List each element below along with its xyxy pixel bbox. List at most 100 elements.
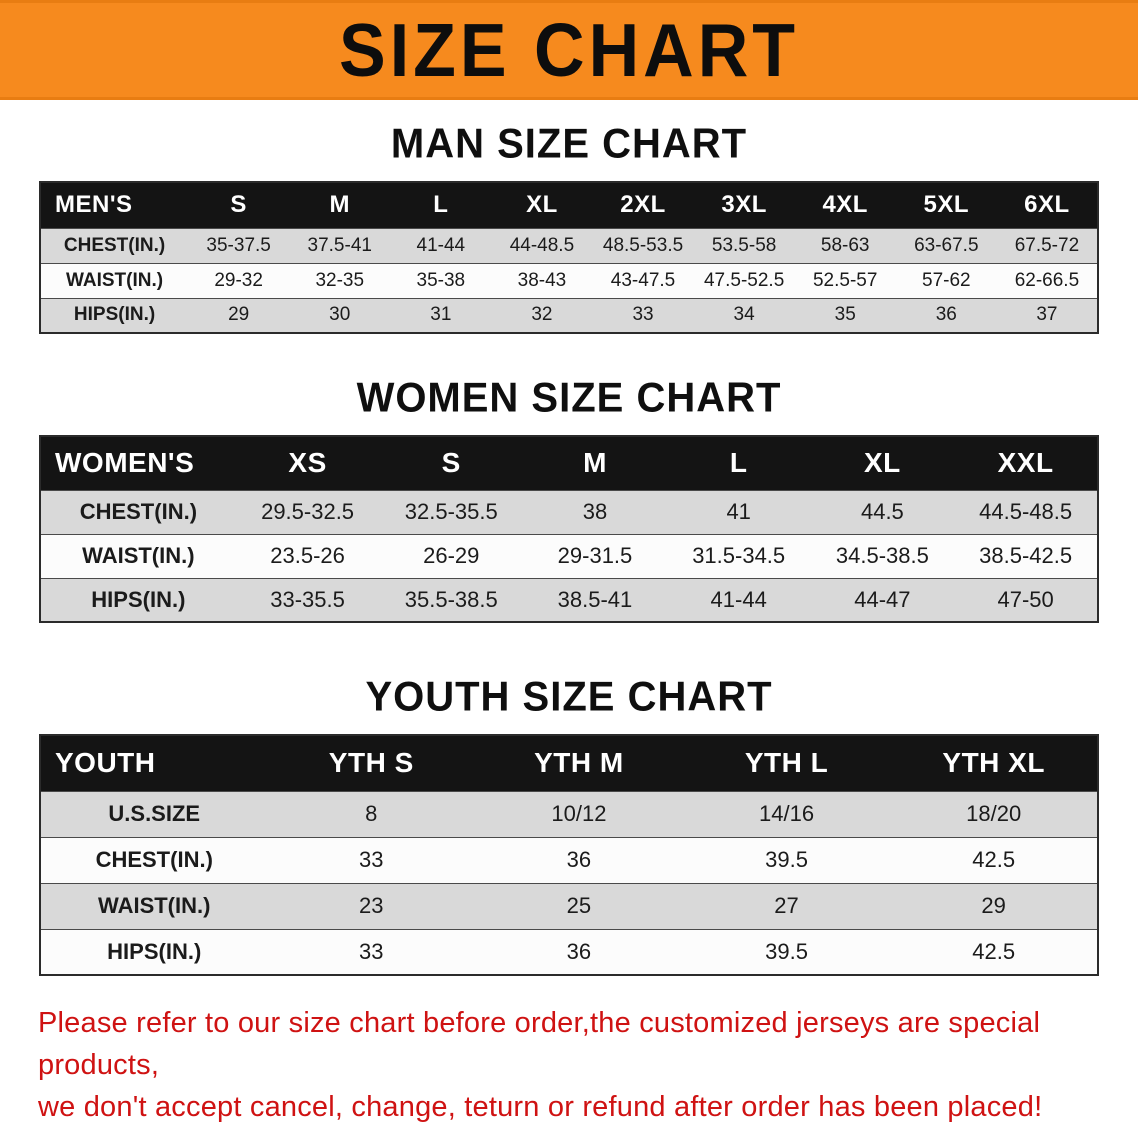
size-value: 53.5-58: [693, 227, 795, 263]
size-value: 33: [267, 928, 476, 975]
size-column-header: S: [188, 182, 290, 228]
size-value: 37.5-41: [289, 227, 391, 263]
table-row: HIPS(IN.) 29 30 31 32 33 34 35 36 37: [40, 297, 1098, 333]
size-value: 42.5: [890, 928, 1098, 975]
women-size-section: WOMEN SIZE CHART WOMEN'S XS S M L XL XXL CHEST(…: [0, 374, 1138, 623]
size-value: 32.5-35.5: [379, 489, 524, 534]
size-value: 47-50: [954, 577, 1098, 622]
row-label: WAIST(IN.): [40, 533, 236, 578]
size-value: 29: [188, 297, 290, 333]
size-value: 39.5: [682, 836, 891, 883]
women-size-table: WOMEN'S XS S M L XL XXL CHEST(IN.) 29.5-32.5 32.5…: [39, 435, 1099, 623]
size-value: 38: [523, 489, 667, 534]
size-column-header: XL: [810, 436, 955, 490]
size-value: 38.5-42.5: [954, 533, 1098, 578]
row-label: U.S.SIZE: [40, 790, 268, 837]
size-value: 8: [267, 790, 476, 837]
size-column-header: M: [289, 182, 391, 228]
size-value: 29-31.5: [523, 533, 667, 578]
size-column-header: 6XL: [996, 182, 1098, 228]
size-column-header: L: [390, 182, 492, 228]
size-value: 31: [390, 297, 492, 333]
size-value: 41: [666, 489, 811, 534]
size-value: 32-35: [289, 262, 391, 298]
size-column-header: YTH M: [475, 735, 683, 791]
men-size-table: MEN'S S M L XL 2XL 3XL 4XL 5XL 6XL CHEST(IN.) 35-37…: [39, 181, 1099, 334]
size-value: 37: [996, 297, 1098, 333]
size-value: 47.5-52.5: [693, 262, 795, 298]
size-value: 58-63: [794, 227, 896, 263]
table-row: CHEST(IN.) 35-37.5 37.5-41 41-44 44-48.5 48.5…: [40, 227, 1098, 263]
table-row: U.S.SIZE 8 10/12 14/16 18/20: [40, 790, 1098, 837]
size-value: 41-44: [666, 577, 811, 622]
size-value: 33: [267, 836, 476, 883]
size-column-header: XL: [491, 182, 593, 228]
youth-size-table: YOUTH YTH S YTH M YTH L YTH XL U.S.SIZE 8 10/12…: [39, 734, 1099, 976]
row-label: HIPS(IN.): [40, 928, 268, 975]
table-row: CHEST(IN.) 33 36 39.5 42.5: [40, 836, 1098, 883]
men-section-heading: MAN SIZE CHART: [390, 120, 748, 168]
size-value: 30: [289, 297, 391, 333]
size-value: 35: [794, 297, 896, 333]
size-value: 14/16: [682, 790, 891, 837]
size-value: 25: [475, 882, 683, 929]
size-value: 44-47: [810, 577, 955, 622]
size-column-header: 3XL: [693, 182, 795, 228]
table-header-row: YOUTH YTH S YTH M YTH L YTH XL: [40, 735, 1098, 791]
table-row: HIPS(IN.) 33-35.5 35.5-38.5 38.5-41 41-44 44-…: [40, 577, 1098, 622]
women-section-heading: WOMEN SIZE CHART: [356, 374, 782, 422]
size-value: 62-66.5: [996, 262, 1098, 298]
youth-size-section: YOUTH SIZE CHART YOUTH YTH S YTH M YTH L YTH…: [0, 673, 1138, 976]
size-value: 32: [491, 297, 593, 333]
size-value: 18/20: [890, 790, 1098, 837]
row-label: HIPS(IN.): [40, 577, 236, 622]
size-column-header: L: [666, 436, 811, 490]
table-row: WAIST(IN.) 29-32 32-35 35-38 38-43 43-47.5 47.…: [40, 262, 1098, 298]
row-label: HIPS(IN.): [40, 297, 189, 333]
size-value: 36: [475, 836, 683, 883]
notice-line-2: we don't accept cancel, change, teturn o…: [38, 1091, 1043, 1124]
table-header-row: WOMEN'S XS S M L XL XXL: [40, 436, 1098, 490]
youth-section-heading: YOUTH SIZE CHART: [365, 673, 773, 721]
row-label: WAIST(IN.): [40, 262, 189, 298]
table-title-cell: MEN'S: [40, 182, 189, 228]
banner: SIZE CHART: [0, 0, 1138, 100]
size-value: 10/12: [475, 790, 683, 837]
men-size-section: MAN SIZE CHART MEN'S S M L XL 2XL 3XL 4XL 5XL 6XL…: [0, 120, 1138, 334]
size-column-header: 5XL: [895, 182, 997, 228]
size-value: 36: [475, 928, 683, 975]
size-value: 63-67.5: [895, 227, 997, 263]
size-value: 43-47.5: [592, 262, 694, 298]
size-value: 23: [267, 882, 476, 929]
size-column-header: 2XL: [592, 182, 694, 228]
table-row: CHEST(IN.) 29.5-32.5 32.5-35.5 38 41 44.5 44.5…: [40, 489, 1098, 534]
size-value: 29-32: [188, 262, 290, 298]
size-value: 33: [592, 297, 694, 333]
size-value: 35.5-38.5: [379, 577, 524, 622]
size-value: 23.5-26: [235, 533, 380, 578]
size-value: 33-35.5: [235, 577, 380, 622]
size-value: 34: [693, 297, 795, 333]
size-value: 27: [682, 882, 891, 929]
row-label: CHEST(IN.): [40, 836, 268, 883]
size-column-header: M: [523, 436, 667, 490]
size-value: 48.5-53.5: [592, 227, 694, 263]
size-value: 35-38: [390, 262, 492, 298]
size-value: 44-48.5: [491, 227, 593, 263]
row-label: WAIST(IN.): [40, 882, 268, 929]
size-column-header: S: [379, 436, 524, 490]
size-value: 57-62: [895, 262, 997, 298]
size-value: 44.5: [810, 489, 955, 534]
size-column-header: XXL: [954, 436, 1098, 490]
size-value: 44.5-48.5: [954, 489, 1098, 534]
notice-line-1: Please refer to our size chart before or…: [38, 1007, 1041, 1082]
table-row: WAIST(IN.) 23.5-26 26-29 29-31.5 31.5-34.5 34…: [40, 533, 1098, 578]
table-row: WAIST(IN.) 23 25 27 29: [40, 882, 1098, 929]
table-header-row: MEN'S S M L XL 2XL 3XL 4XL 5XL 6XL: [40, 182, 1098, 228]
size-value: 34.5-38.5: [810, 533, 955, 578]
size-column-header: YTH L: [682, 735, 891, 791]
size-column-header: XS: [235, 436, 380, 490]
size-value: 29: [890, 882, 1098, 929]
footer-notice: Please refer to our size chart before or…: [38, 1002, 1138, 1128]
